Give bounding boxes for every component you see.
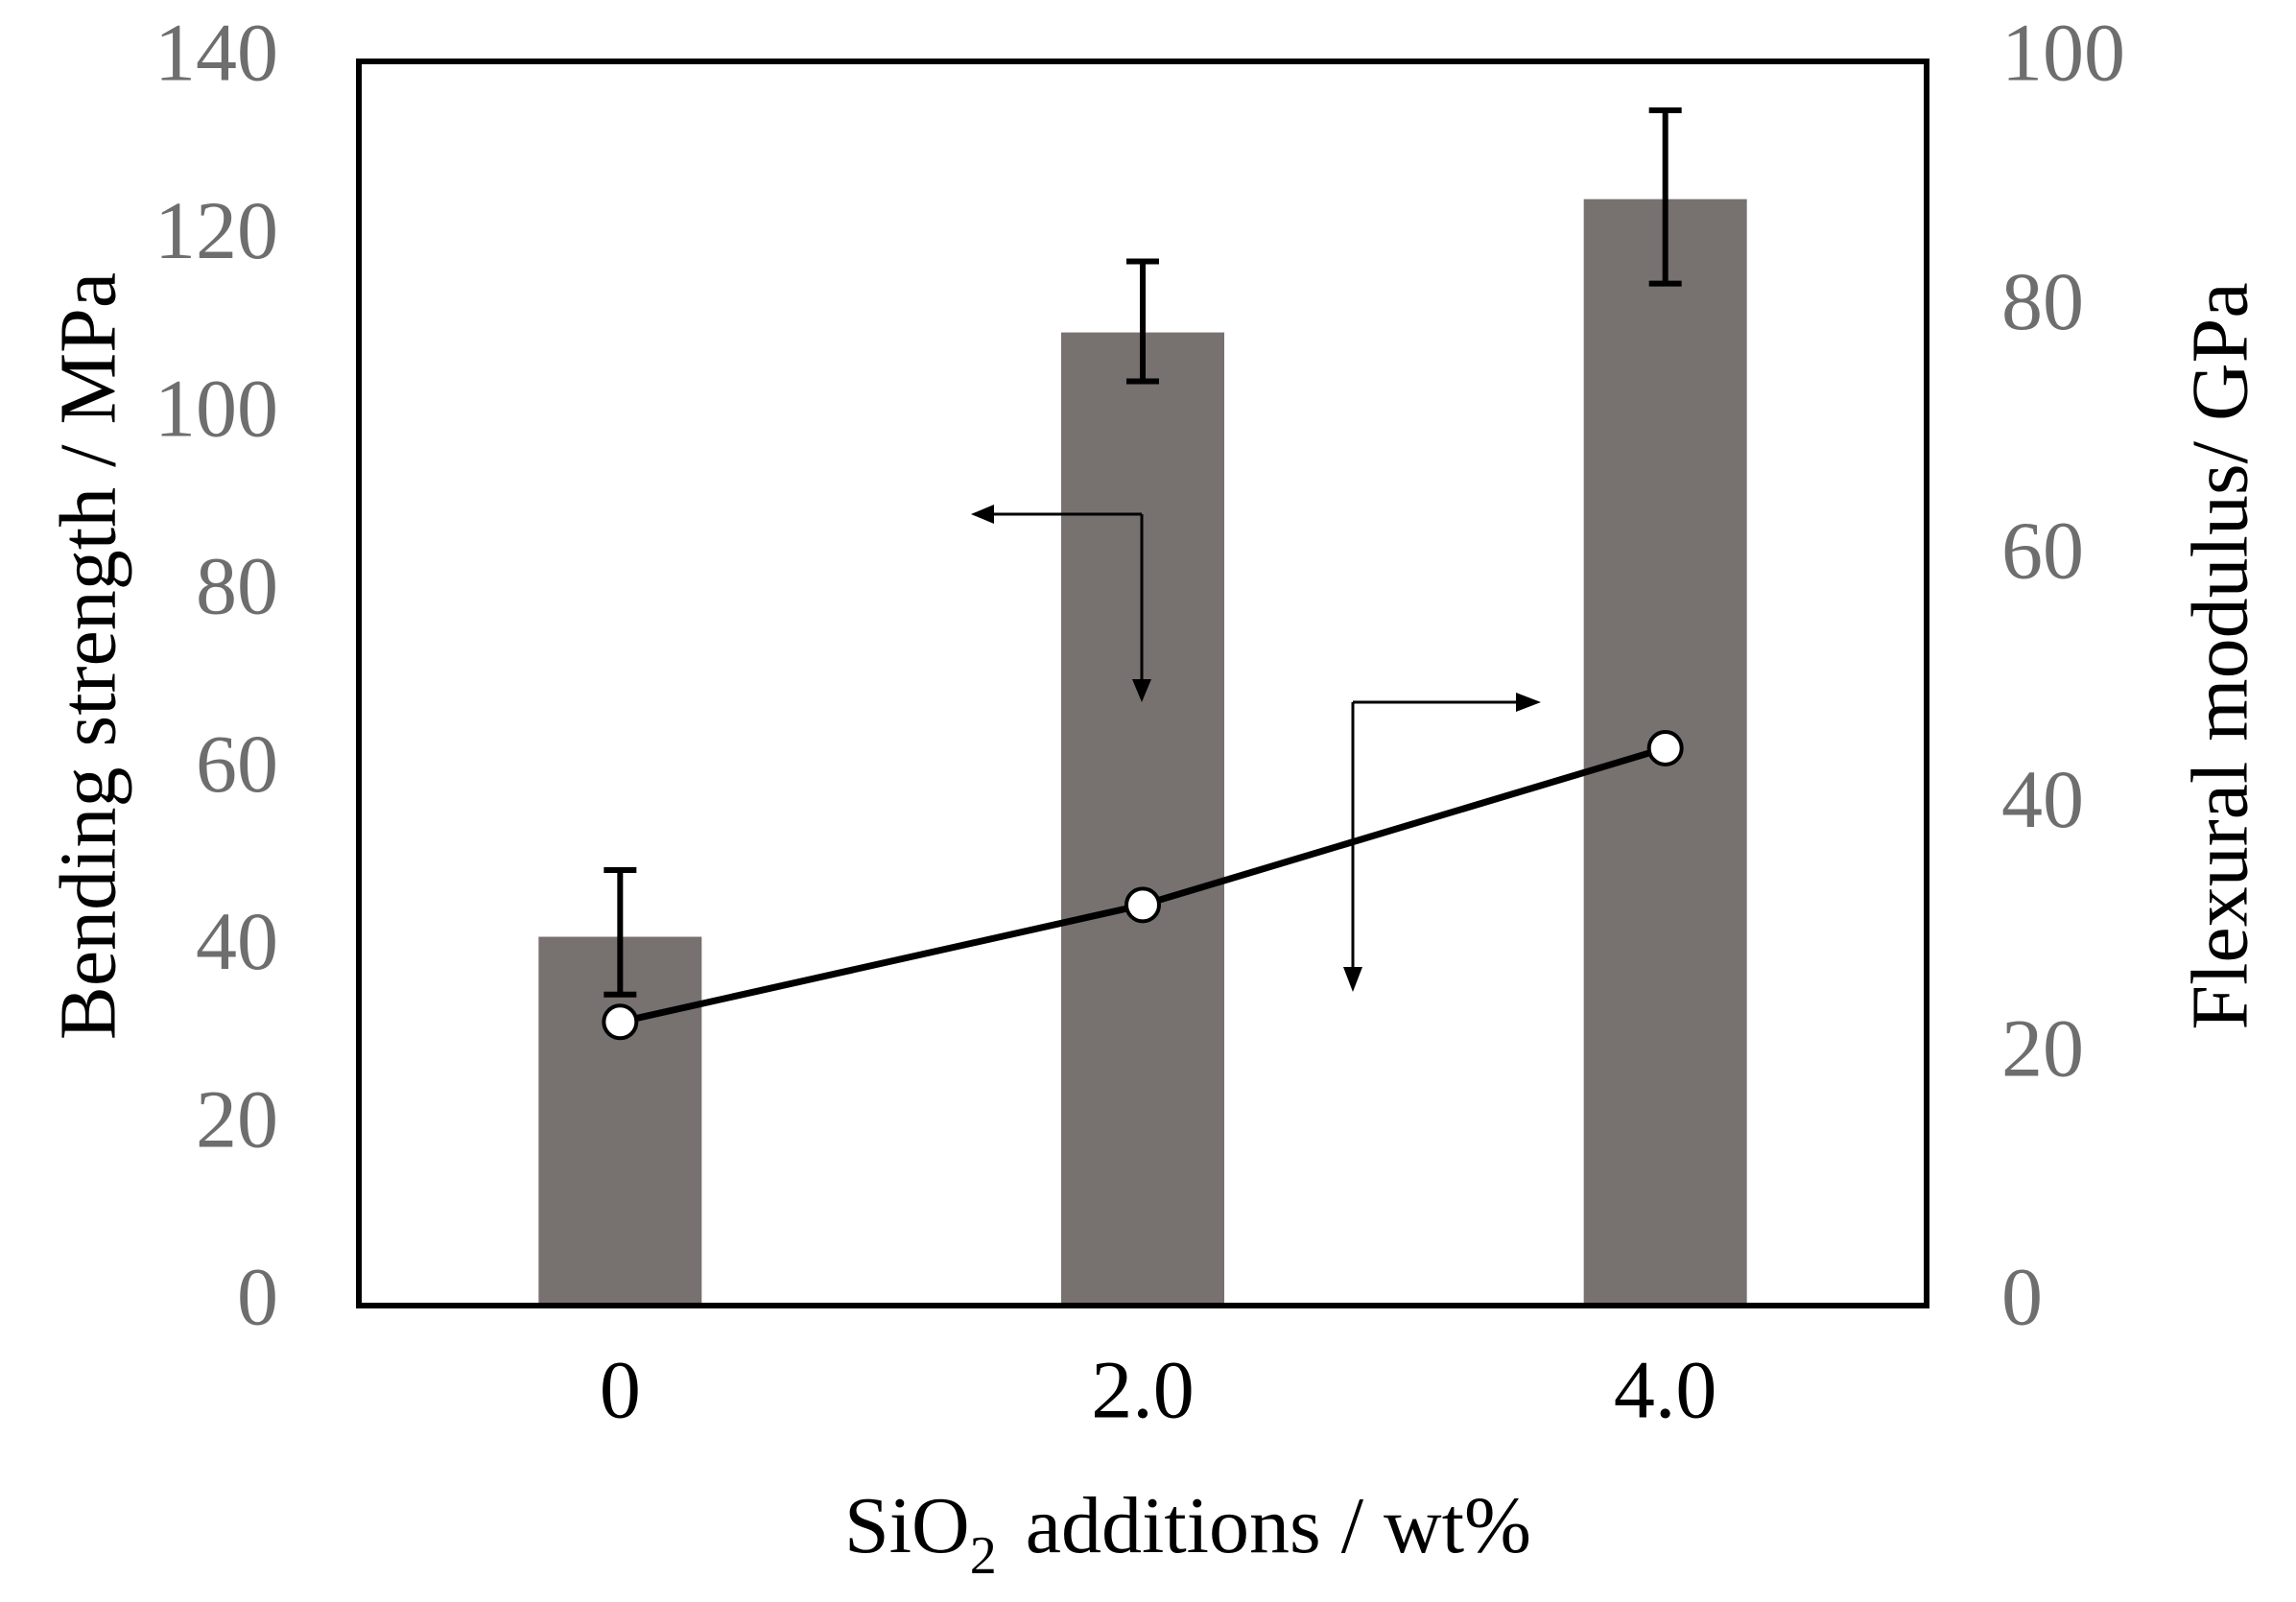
right-axis-ticks: 0 20 40 60 80 100 [2001, 7, 2125, 1343]
left-axis-title: Bending strength / MPa [43, 272, 132, 1040]
plot-frame [356, 59, 1929, 1308]
x-axis-title-main: SiO [844, 1481, 970, 1570]
x-axis-title: SiO2 additions / wt% [844, 1481, 1531, 1586]
bar-2.0 [1061, 332, 1224, 1307]
error-bar-2.0 [1126, 258, 1159, 385]
right-tick-label: 0 [2001, 1251, 2043, 1343]
right-tick-label: 80 [2001, 255, 2084, 347]
left-axis-ticks: 0 20 40 60 80 100 120 140 [154, 7, 278, 1343]
left-tick-label: 120 [154, 184, 278, 276]
left-tick-label: 40 [196, 895, 278, 987]
right-tick-label: 60 [2001, 505, 2084, 597]
error-bars-layer [604, 106, 1682, 998]
x-tick-label-2.0: 2.0 [1091, 1344, 1195, 1436]
left-tick-label: 100 [154, 362, 278, 454]
left-axis-pointer [971, 505, 1151, 702]
x-axis-title-rest: additions / wt% [1026, 1481, 1531, 1570]
error-bar-4.0 [1648, 106, 1682, 287]
left-tick-label: 80 [196, 540, 278, 632]
x-axis-title-subscript: 2 [970, 1526, 997, 1586]
right-tick-label: 100 [2001, 7, 2125, 99]
error-bar-0 [604, 867, 637, 998]
bars-layer [538, 199, 1747, 1307]
flexural-modulus-layer [602, 729, 1684, 1041]
flexural-modulus-point-2.0 [1124, 886, 1161, 924]
right-tick-label: 40 [2001, 753, 2084, 845]
right-axis-title: Flexural modulus/ GPa [2175, 282, 2264, 1029]
left-tick-label: 0 [237, 1251, 278, 1343]
x-axis-ticks: 0 2.0 4.0 [600, 1344, 1717, 1436]
x-tick-label-4.0: 4.0 [1614, 1344, 1717, 1436]
flexural-modulus-point-4.0 [1646, 729, 1684, 766]
left-tick-label: 20 [196, 1072, 278, 1165]
left-tick-label: 60 [196, 718, 278, 810]
left-tick-label: 140 [154, 7, 278, 99]
flexural-modulus-point-0 [602, 1003, 639, 1041]
x-tick-label-0: 0 [600, 1344, 641, 1436]
right-tick-label: 20 [2001, 1001, 2084, 1094]
bar-0 [538, 936, 702, 1306]
right-axis-pointer [1343, 693, 1541, 992]
